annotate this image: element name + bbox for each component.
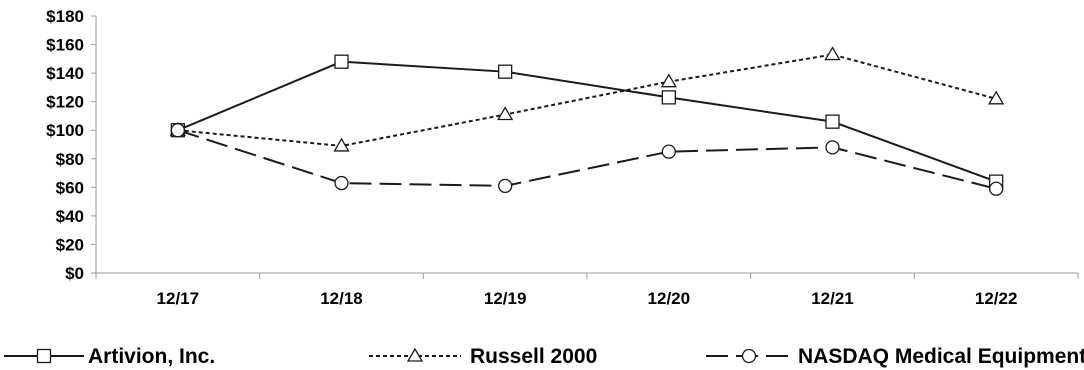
data-point (825, 140, 840, 155)
data-point (661, 90, 676, 105)
legend-marker (741, 348, 757, 364)
data-point (825, 114, 840, 129)
y-tick-label: $60 (56, 178, 84, 197)
data-point (660, 73, 677, 88)
legend-label: Russell 2000 (470, 345, 597, 368)
data-point (498, 64, 513, 79)
y-tick-label: $20 (56, 235, 84, 254)
x-tick-label: 12/22 (975, 289, 1018, 308)
data-point (498, 178, 513, 194)
series-nasdaq-medical-equipment (170, 123, 1004, 196)
y-tick-label: $80 (56, 150, 84, 169)
y-tick-label: $120 (46, 93, 84, 112)
data-point (333, 137, 350, 152)
series-line (177, 129, 997, 190)
y-tick-label: $40 (56, 207, 84, 226)
x-tick-label: 12/18 (320, 289, 363, 308)
x-tick-label: 12/19 (484, 289, 527, 308)
series-layer (169, 46, 1005, 196)
y-tick-label: $0 (65, 264, 84, 283)
y-tick-label: $160 (46, 36, 84, 55)
x-tick-label: 12/20 (648, 289, 691, 308)
axes: $0 $20 $40 $60 $80 $100 $120 $140 $160 $180 12/17 1… (46, 7, 1079, 308)
data-point (334, 54, 349, 69)
y-tick-label: $180 (46, 7, 84, 26)
series-line (177, 53, 997, 147)
series-russell-2000 (169, 46, 1005, 152)
data-point (497, 106, 514, 121)
x-tick-label: 12/17 (157, 289, 200, 308)
data-point (170, 123, 185, 138)
y-tick-label: $100 (46, 121, 84, 140)
legend-item: Russell 2000 (369, 345, 597, 368)
legend-item: NASDAQ Medical Equipment (706, 345, 1084, 368)
legend: Artivion, Inc. Russell 2000 NASDAQ Medical… (4, 345, 1084, 368)
legend-marker (406, 347, 424, 362)
legend-label: NASDAQ Medical Equipment (798, 345, 1084, 368)
data-point (988, 90, 1005, 105)
y-tick-label: $140 (46, 64, 84, 83)
data-point (989, 181, 1004, 196)
data-point (334, 175, 349, 191)
legend-label: Artivion, Inc. (88, 345, 215, 368)
x-tick-label: 12/21 (811, 289, 854, 308)
legend-item: Artivion, Inc. (4, 345, 215, 368)
legend-marker (36, 348, 52, 364)
data-point (661, 144, 676, 159)
data-point (824, 46, 841, 61)
series-line (177, 60, 997, 183)
